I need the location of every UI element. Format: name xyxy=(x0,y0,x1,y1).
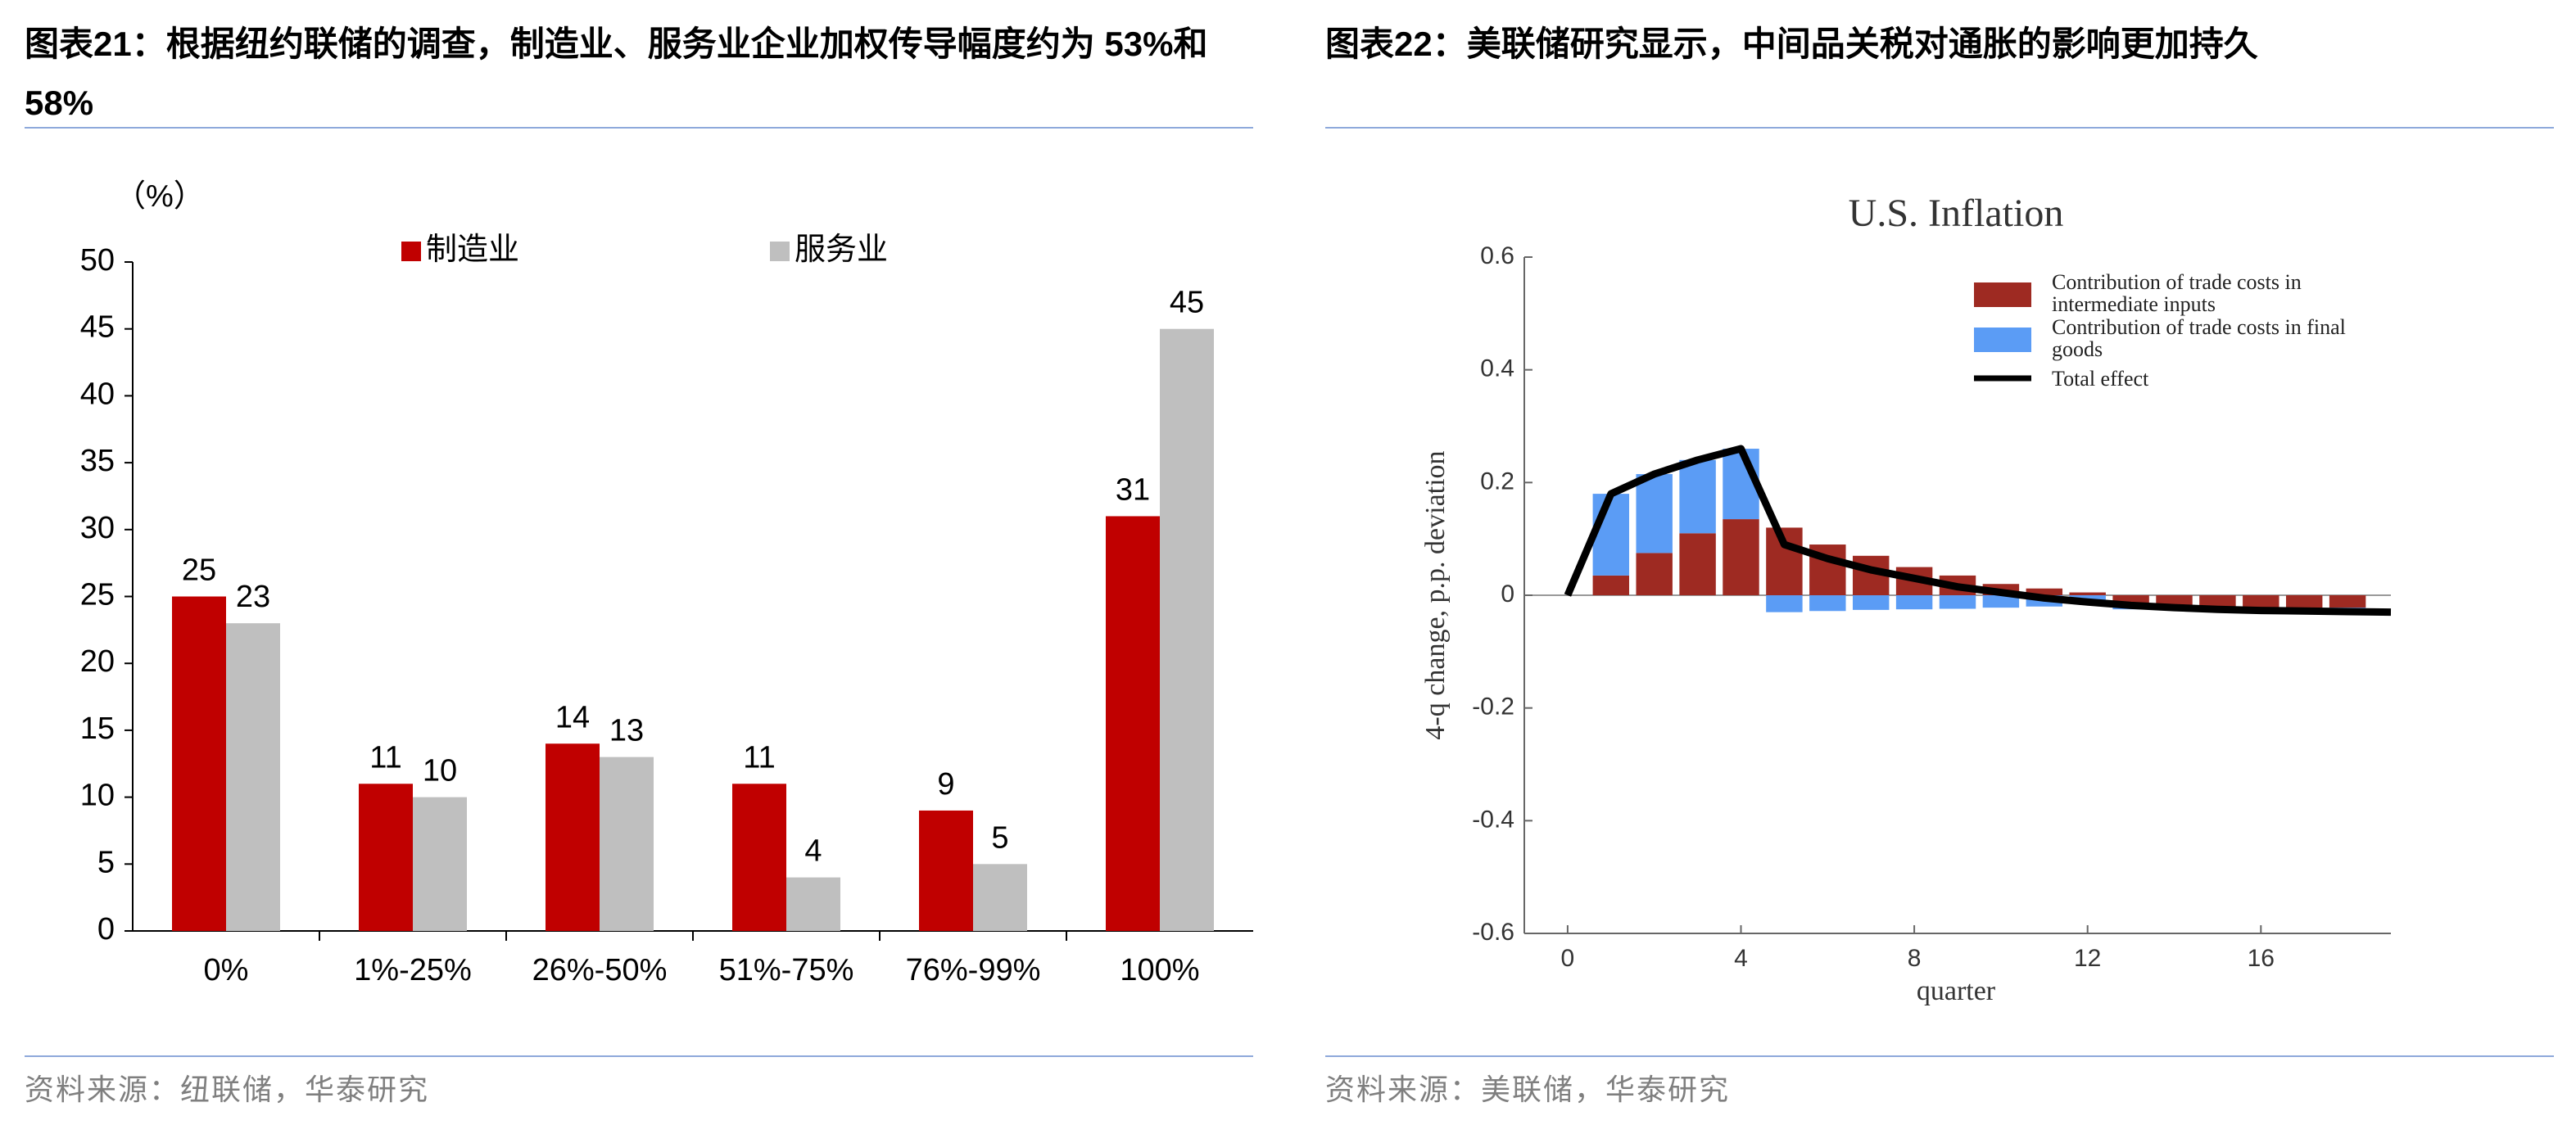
y-tick-label: 0.6 xyxy=(1480,242,1514,269)
bar xyxy=(226,623,280,931)
bar xyxy=(2199,595,2236,607)
x-tick-label: 76%-99% xyxy=(906,953,1041,987)
data-label: 23 xyxy=(236,580,270,614)
x-tick-label: 4 xyxy=(1734,945,1748,972)
y-tick-label: 0.2 xyxy=(1480,468,1514,495)
y-unit: （%） xyxy=(115,179,205,214)
bar xyxy=(1636,474,1673,553)
legend-label: 制造业 xyxy=(426,233,519,267)
y-tick-label: 25 xyxy=(80,578,115,612)
bar xyxy=(1592,575,1630,595)
data-label: 10 xyxy=(423,754,457,788)
source: 资料来源：美联储，华泰研究 xyxy=(1325,1073,1731,1106)
y-tick-label: 5 xyxy=(97,845,115,879)
bar xyxy=(1766,595,1803,612)
y-tick-label: -0.2 xyxy=(1472,694,1514,721)
y-tick-label: -0.6 xyxy=(1472,919,1514,946)
x-tick-label: 1%-25% xyxy=(354,953,472,987)
bar xyxy=(1982,595,2020,608)
legend-swatch xyxy=(1974,328,2031,352)
x-axis-label: quarter xyxy=(1917,976,1996,1006)
x-tick-label: 26%-50% xyxy=(532,953,668,987)
bar xyxy=(1160,328,1214,931)
y-tick-label: 0.4 xyxy=(1480,355,1514,382)
source: 资料来源：纽联储，华泰研究 xyxy=(25,1073,430,1106)
data-label: 4 xyxy=(804,834,822,869)
y-tick-label: 45 xyxy=(80,310,115,345)
bar xyxy=(1852,595,1890,610)
x-tick-label: 0% xyxy=(204,953,249,987)
x-tick-label: 51%-75% xyxy=(719,953,854,987)
y-tick-label: 15 xyxy=(80,712,115,746)
data-label: 11 xyxy=(369,740,401,775)
legend-swatch xyxy=(770,242,790,261)
bar xyxy=(1592,494,1630,576)
bar xyxy=(786,877,840,931)
bar xyxy=(973,864,1027,931)
line xyxy=(1564,445,2392,617)
bar xyxy=(1106,516,1160,931)
y-tick-label: 0 xyxy=(1501,581,1514,608)
data-label: 14 xyxy=(555,700,590,734)
bar xyxy=(2069,592,2106,595)
y-axis-label: 4-q change, p.p. deviation xyxy=(1420,450,1451,739)
x-tick-label: 8 xyxy=(1908,945,1922,972)
y-tick-label: 20 xyxy=(80,644,115,679)
data-label: 9 xyxy=(937,767,954,802)
legend-label: Contribution of trade costs in final goo… xyxy=(2052,315,2346,361)
bar xyxy=(2285,595,2323,608)
figure-title: 图表22：美联储研究显示，中间品关税对通胀的影响更加持久 xyxy=(1325,25,2258,63)
y-tick-label: 0 xyxy=(97,912,115,947)
y-tick-label: 35 xyxy=(80,444,115,478)
bar xyxy=(1679,533,1716,595)
data-label: 5 xyxy=(991,820,1008,855)
legend-label: 服务业 xyxy=(795,233,888,267)
bar xyxy=(1939,595,1976,609)
data-label: 45 xyxy=(1170,286,1204,320)
bar xyxy=(546,743,600,931)
x-tick-label: 100% xyxy=(1120,953,1199,987)
bar xyxy=(919,810,973,931)
bar xyxy=(359,784,413,931)
y-tick-label: -0.4 xyxy=(1472,806,1514,833)
y-tick-label: 10 xyxy=(80,779,115,813)
plot-title: U.S. Inflation xyxy=(1849,192,2064,235)
bar xyxy=(1636,553,1673,595)
legend-label: Total effect xyxy=(2052,367,2149,391)
x-tick-label: 16 xyxy=(2248,945,2275,972)
x-tick-label: 12 xyxy=(2074,945,2101,972)
bar xyxy=(2112,595,2149,604)
bar xyxy=(2026,588,2063,595)
data-label: 31 xyxy=(1116,472,1150,507)
legend-swatch xyxy=(401,242,421,261)
bar xyxy=(172,596,226,931)
bar xyxy=(2329,595,2366,608)
data-label: 13 xyxy=(609,714,644,748)
legend-swatch xyxy=(1974,282,2031,307)
y-tick-label: 30 xyxy=(80,511,115,545)
data-label: 11 xyxy=(743,740,775,775)
legend-label: Contribution of trade costs in intermedi… xyxy=(2052,270,2302,316)
bar xyxy=(2156,595,2193,606)
x-tick-label: 0 xyxy=(1561,945,1575,972)
bar xyxy=(1895,595,1933,610)
bar xyxy=(413,797,467,931)
bar xyxy=(1723,519,1759,595)
bar xyxy=(732,784,786,931)
bar xyxy=(600,757,654,931)
bar xyxy=(1809,595,1846,612)
bar xyxy=(2243,595,2279,608)
y-tick-label: 40 xyxy=(80,377,115,411)
data-label: 25 xyxy=(182,553,216,588)
bar xyxy=(1679,459,1716,534)
y-tick-label: 50 xyxy=(80,243,115,278)
figure-title: 图表21：根据纽约联储的调查，制造业、服务业企业加权传导幅度约为 53%和 58… xyxy=(25,25,1208,122)
